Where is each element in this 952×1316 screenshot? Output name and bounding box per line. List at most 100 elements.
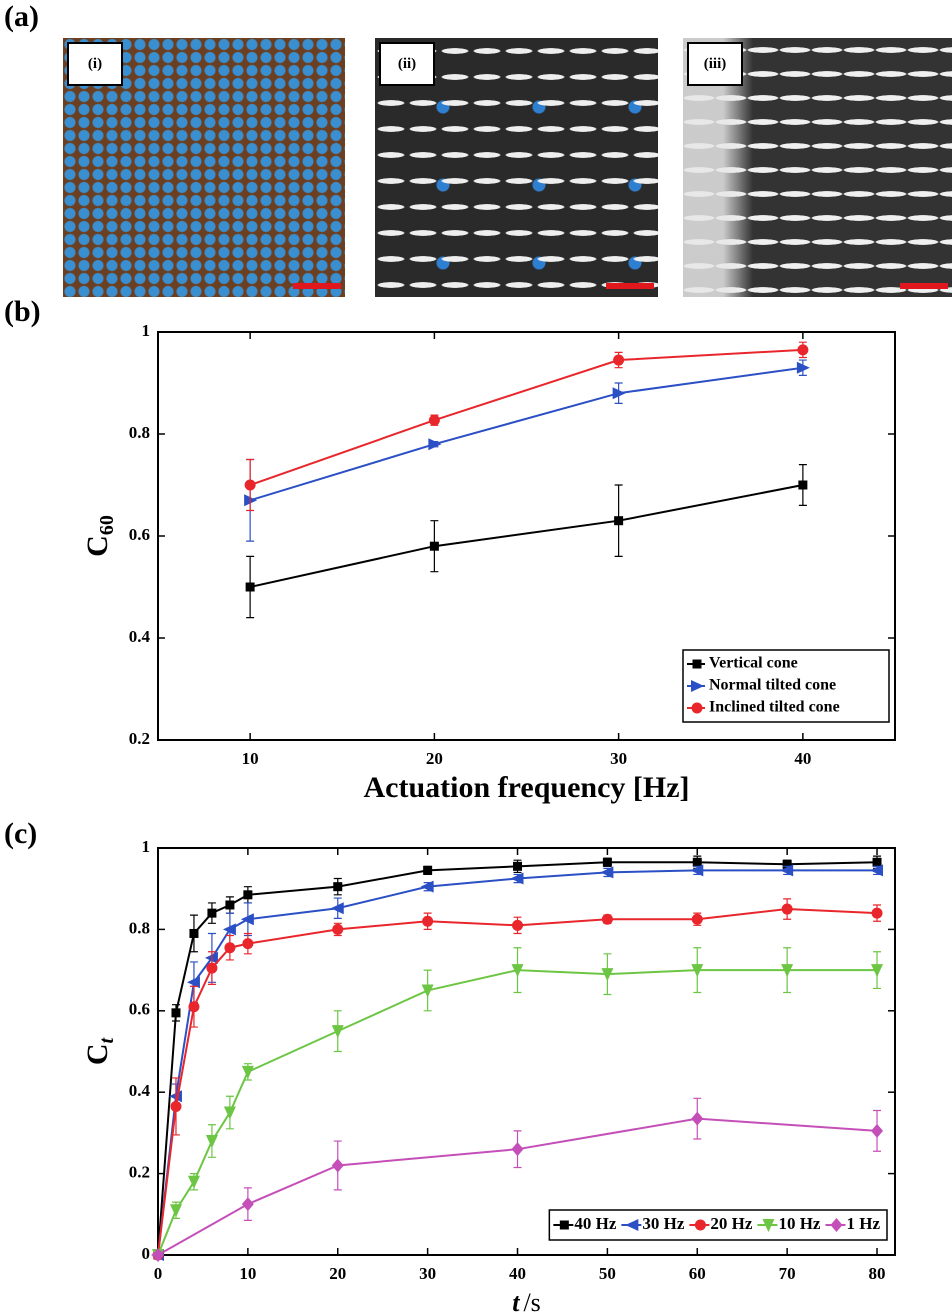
photo: (i) [63,38,345,297]
y-tick-label: 0.4 [129,1081,151,1100]
image-label: (iii) [687,42,743,86]
x-tick-label: 50 [599,1264,616,1283]
x-axis-label-text: t [512,1288,520,1316]
marker [222,923,236,936]
x-tick-label: 10 [239,1264,256,1283]
legend-label: 20 Hz [710,1214,752,1233]
marker [242,938,254,950]
photo: (ii) [375,38,658,297]
image-label: (i) [67,42,123,86]
x-tick-label: 70 [779,1264,796,1283]
series-line [249,484,804,588]
marker [691,702,703,714]
marker [332,923,344,935]
marker [511,964,524,978]
x-axis-label: t/s [512,1288,541,1316]
series-line [249,348,803,486]
marker [830,1218,843,1232]
marker [780,864,794,877]
marker [762,1219,775,1232]
marker [601,968,614,982]
y-tick-label: 0.4 [129,627,151,646]
x-tick-label: 80 [869,1264,886,1283]
legend-label: 1 Hz [846,1214,880,1233]
series-line [157,1117,878,1256]
marker [421,984,434,998]
marker [613,354,625,366]
marker [870,864,884,877]
marker [797,344,809,356]
marker [511,1142,524,1157]
marker [186,976,200,989]
marker [429,541,439,551]
legend: Vertical cone Normal tilted cone Inclined … [682,649,890,723]
marker [206,962,218,974]
marker [602,857,612,867]
marker [690,864,704,877]
panel-label: (b) [4,295,41,328]
marker [171,1008,181,1018]
marker [692,659,702,669]
marker [207,908,217,918]
marker [692,857,702,867]
y-tick-label: 0.2 [129,729,150,748]
panel-label: (c) [4,817,37,850]
x-tick-label: 40 [509,1264,526,1283]
y-axis-label-text: C [81,535,114,557]
marker [333,882,343,892]
panel-label: (a) [4,0,39,33]
image-label: (ii) [379,42,435,86]
marker [512,919,524,931]
marker [871,907,883,919]
y-axis-label-sub: 60 [96,515,118,535]
marker [223,1106,236,1120]
marker [245,582,255,592]
legend-label: 30 Hz [642,1214,684,1233]
marker [625,1219,639,1231]
marker [330,902,344,915]
marker [169,1204,182,1218]
x-tick-label: 40 [794,749,811,768]
y-axis-label: C60 [81,515,118,557]
marker [798,480,808,490]
marker [205,1135,218,1149]
marker [244,479,256,491]
marker [612,387,626,400]
marker [225,900,235,910]
photo: (iii) [683,38,952,297]
x-tick-label: 0 [154,1264,163,1283]
legend-label: Inclined tilted cone [709,699,840,716]
marker [189,928,199,938]
marker [422,915,434,927]
y-axis-label-sub: t [96,1036,118,1043]
marker [559,1220,569,1230]
y-tick-label: 0.6 [129,525,150,544]
y-tick-label: 1 [142,321,151,340]
marker [510,872,524,885]
scale-bar [293,283,341,289]
marker [331,1025,344,1039]
x-axis-unit: /s [523,1288,540,1316]
marker [691,1111,704,1126]
marker [188,1001,200,1013]
series-line [249,366,804,502]
marker [243,890,253,900]
y-tick-label: 0.6 [129,1000,150,1019]
legend-label: 40 Hz [574,1214,616,1233]
marker [331,1158,344,1173]
y-tick-label: 0 [142,1244,151,1263]
legend: 40 Hz 30 Hz 20 Hz 10 Hz 1 Hz [548,1209,888,1241]
scale-bar [606,283,654,289]
marker [694,1219,706,1231]
marker [428,438,442,451]
y-tick-label: 0.2 [129,1163,150,1182]
x-tick-label: 10 [242,749,259,768]
legend-label: 10 Hz [778,1214,820,1233]
marker [241,1197,254,1212]
plot-frame [157,847,896,1256]
y-tick-label: 0.8 [129,423,150,442]
marker [782,859,792,869]
y-tick-label: 1 [142,837,151,856]
marker [241,1065,254,1079]
